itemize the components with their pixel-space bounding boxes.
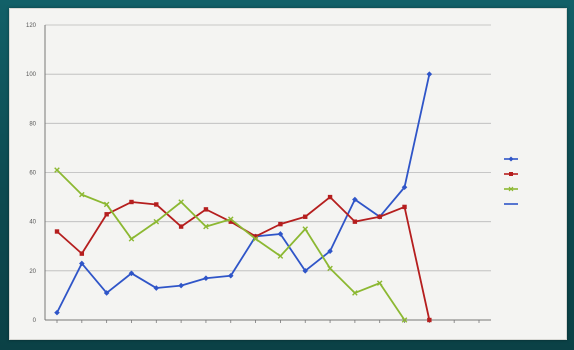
data-point-2 — [253, 234, 258, 239]
series-lines — [54, 71, 433, 323]
y-tick-label: 40 — [29, 220, 36, 226]
data-point-2 — [278, 221, 283, 227]
data-point-1 — [401, 184, 408, 191]
series-line-1 — [56, 73, 431, 314]
data-point-3 — [302, 226, 309, 232]
data-point-3 — [54, 167, 60, 173]
legend-marker — [508, 186, 514, 192]
legend-marker — [509, 172, 513, 176]
data-point-2 — [79, 251, 85, 256]
data-point-2 — [352, 219, 358, 224]
data-point-3 — [352, 290, 358, 296]
legend — [504, 156, 518, 205]
data-point-2 — [327, 194, 333, 200]
data-point-2 — [178, 224, 184, 229]
chart-slide: 0 20 40 60 80 100 120 — [9, 8, 567, 340]
data-point-2 — [427, 317, 432, 323]
data-point-3 — [178, 199, 184, 205]
data-point-3 — [153, 218, 160, 225]
data-point-3 — [79, 191, 85, 198]
data-point-2 — [402, 204, 407, 210]
data-point-1 — [327, 248, 333, 254]
data-point-2 — [377, 214, 382, 219]
data-point-3 — [203, 223, 209, 230]
data-point-1 — [426, 71, 433, 77]
data-point-2 — [154, 202, 159, 207]
line-chart: 0 20 40 60 80 100 120 — [26, 23, 518, 324]
data-point-3 — [128, 236, 135, 242]
y-tick-label: 20 — [29, 269, 36, 275]
data-point-2 — [303, 214, 308, 219]
data-point-3 — [227, 216, 234, 223]
data-point-1 — [128, 270, 135, 277]
data-point-1 — [178, 282, 184, 289]
y-axis-ticks: 0 20 40 60 80 100 120 — [26, 23, 37, 324]
data-point-2 — [54, 229, 60, 234]
y-tick-label: 120 — [26, 23, 37, 29]
data-point-1 — [103, 290, 110, 296]
data-point-1 — [302, 268, 309, 274]
y-tick-label: 0 — [33, 318, 37, 324]
data-point-3 — [252, 236, 259, 242]
y-tick-label: 60 — [29, 171, 36, 177]
data-point-1 — [54, 309, 60, 316]
data-point-2 — [203, 207, 209, 212]
data-point-3 — [103, 201, 110, 208]
data-point-1 — [203, 275, 209, 282]
data-point-1 — [277, 231, 284, 237]
data-point-2 — [104, 212, 109, 217]
y-tick-label: 80 — [29, 121, 36, 127]
data-point-1 — [227, 272, 234, 279]
data-point-1 — [79, 260, 85, 267]
data-point-3 — [376, 280, 383, 286]
data-point-3 — [277, 253, 284, 259]
series-line-2 — [56, 196, 431, 321]
data-point-3 — [401, 317, 408, 323]
axes — [44, 25, 491, 321]
data-point-3 — [327, 265, 333, 272]
data-point-2 — [228, 219, 233, 224]
gridlines — [45, 24, 491, 321]
data-point-1 — [352, 196, 358, 203]
data-point-2 — [129, 199, 134, 205]
series-line-3 — [56, 169, 406, 321]
data-point-1 — [153, 285, 160, 291]
legend-marker — [508, 156, 514, 162]
y-tick-label: 100 — [26, 72, 37, 78]
